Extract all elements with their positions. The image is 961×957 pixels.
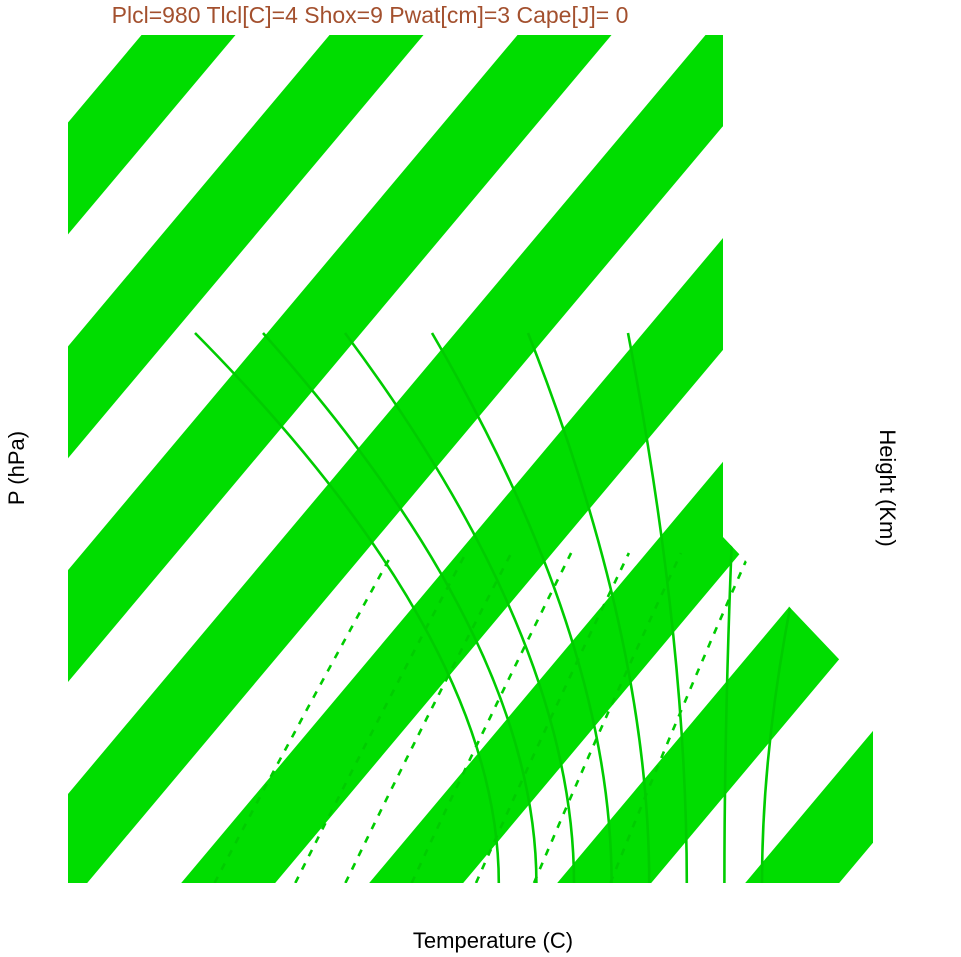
mixing-ratio-line — [410, 552, 573, 883]
isotherm-band — [68, 35, 612, 883]
mixing-ratio-line — [294, 552, 468, 883]
moist-adiabat — [430, 332, 613, 883]
moist-adiabat — [723, 332, 744, 883]
y-axis-title-height: Height (Km) — [875, 429, 900, 547]
chart-title: Plcl=980 Tlcl[C]=4 Shox=9 Pwat[cm]=3 Cap… — [111, 2, 629, 28]
x-axis-title: Temperature (C) — [412, 928, 574, 953]
isotherm-band — [68, 35, 424, 883]
y-axis-title-pressure: P (hPa) — [4, 430, 29, 506]
mixing-ratio-line — [344, 552, 513, 883]
mixing-ratio-line — [532, 552, 683, 883]
moist-adiabat — [626, 332, 689, 883]
plot-area — [68, 35, 873, 883]
moist-adiabat — [526, 332, 651, 883]
moist-adiabat — [262, 332, 538, 883]
moist-adiabat — [194, 332, 501, 883]
isotherm-band — [557, 35, 873, 883]
moist-adiabat — [343, 332, 576, 883]
isotherm-band — [68, 35, 800, 883]
mixing-ratio-line — [213, 552, 394, 883]
isotherm-band — [745, 35, 873, 883]
